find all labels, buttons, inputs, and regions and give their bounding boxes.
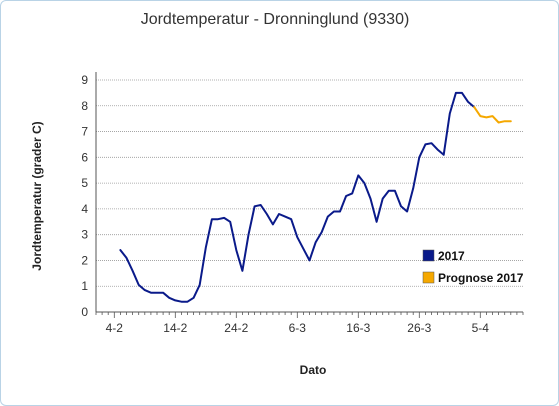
y-axis-label: Jordtemperatur (grader C) xyxy=(30,121,44,270)
axes xyxy=(95,72,524,318)
y-tick-label: 1 xyxy=(81,279,88,293)
y-tick-label: 0 xyxy=(81,305,88,319)
legend-swatch xyxy=(422,249,435,262)
x-tick-label: 5-4 xyxy=(472,321,490,335)
series-line-1 xyxy=(473,106,512,124)
legend-label: Prognose 2017 xyxy=(438,271,524,285)
x-tick-label: 14-2 xyxy=(163,321,187,335)
y-tick-labels: 0 1 2 3 4 5 6 7 8 9 xyxy=(81,73,88,319)
y-tick-label: 6 xyxy=(81,150,88,164)
series-lines xyxy=(119,91,512,303)
y-tick-label: 5 xyxy=(81,176,88,190)
series-line-0 xyxy=(119,91,476,303)
x-axis-label: Dato xyxy=(300,363,327,377)
chart-title: Jordtemperatur - Dronninglund (9330) xyxy=(141,11,410,28)
legend-swatch xyxy=(422,271,435,284)
y-tick-label: 8 xyxy=(81,99,88,113)
y-tick-label: 3 xyxy=(81,228,88,242)
legend-label: 2017 xyxy=(438,249,465,263)
y-tick-label: 9 xyxy=(81,73,88,87)
legend: 2017 Prognose 2017 xyxy=(422,249,524,285)
y-tick-label: 7 xyxy=(81,125,88,139)
y-tick-label: 2 xyxy=(81,253,88,267)
x-tick-label: 24-2 xyxy=(224,321,248,335)
x-tick-label: 26-3 xyxy=(407,321,431,335)
x-tick-label: 4-2 xyxy=(106,321,124,335)
x-tick-label: 16-3 xyxy=(346,321,370,335)
x-tick-labels: 4-2 14-2 24-2 6-3 16-3 26-3 5-4 xyxy=(106,321,490,335)
y-tick-label: 4 xyxy=(81,202,88,216)
x-tick-label: 6-3 xyxy=(289,321,307,335)
